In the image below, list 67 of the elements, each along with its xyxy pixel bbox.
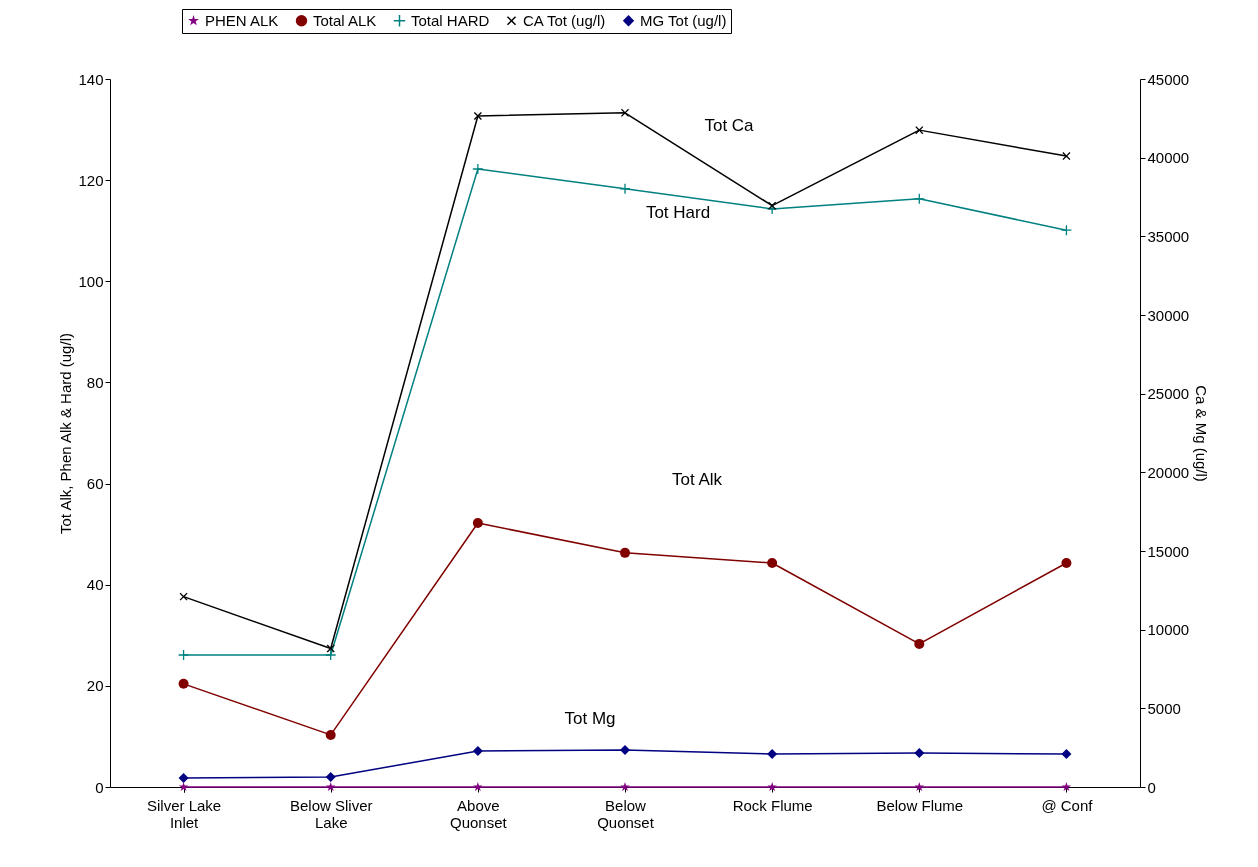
- annotation: Tot Mg: [564, 709, 616, 728]
- point: [767, 748, 778, 759]
- point: [473, 111, 482, 120]
- point: [1061, 782, 1072, 792]
- point: [620, 547, 630, 558]
- point: [178, 773, 189, 784]
- legend-label: Total HARD: [411, 11, 490, 29]
- y2-tick-label: 30000: [1147, 306, 1190, 324]
- point: [620, 183, 630, 194]
- point: [620, 745, 630, 756]
- point: [767, 557, 778, 568]
- y-tick-label: 60: [86, 475, 104, 493]
- y2-tick-label: 25000: [1147, 385, 1190, 403]
- y-tick-label: 20: [86, 677, 104, 695]
- point: [325, 650, 336, 661]
- annotation: Tot Hard: [645, 203, 711, 222]
- x-tick-label: @ Conf: [1041, 796, 1094, 814]
- point: [914, 638, 925, 649]
- y-tick-label: 100: [78, 272, 104, 290]
- y2-tick-label: 45000: [1147, 70, 1190, 88]
- point: [326, 644, 335, 653]
- point: [178, 678, 189, 689]
- y2-tick-label: 5000: [1147, 699, 1181, 717]
- point: [472, 745, 483, 756]
- y-tick-label: 140: [78, 70, 104, 88]
- y-axis-title: Tot Alk, Phen Alk & Hard (ug/l): [57, 333, 75, 534]
- point: [621, 108, 629, 117]
- point: [472, 518, 483, 529]
- x-tick-label: Silver Lake Inlet: [146, 796, 222, 831]
- y-tick-label: 40: [86, 576, 104, 594]
- point: [325, 729, 336, 740]
- y-tick-label: 0: [95, 778, 104, 796]
- point: [620, 782, 630, 792]
- y2-tick-label: 15000: [1147, 542, 1190, 560]
- point: [767, 782, 777, 792]
- y2-axis-title: Ca & Mg (ug/l): [1193, 385, 1211, 482]
- y2-tick-label: 10000: [1147, 621, 1190, 639]
- point: [473, 782, 483, 792]
- point: [1061, 748, 1072, 759]
- x-tick-label: Below Quonset: [597, 796, 655, 831]
- x-tick-label: Rock Flume: [732, 796, 813, 814]
- annotation: Tot Ca: [704, 116, 755, 135]
- legend-label: MG Tot (ug/l): [640, 11, 727, 29]
- y-tick-label: 120: [78, 171, 104, 189]
- point: [914, 782, 925, 792]
- y2-tick-label: 20000: [1147, 463, 1190, 481]
- y2-tick-label: 35000: [1147, 227, 1190, 245]
- point: [1062, 152, 1071, 161]
- point: [472, 164, 483, 175]
- legend-label: PHEN ALK: [205, 11, 279, 29]
- y2-tick-label: 40000: [1147, 149, 1190, 167]
- y2-tick-label: 0: [1147, 778, 1156, 796]
- point: [178, 650, 189, 661]
- x-tick-label: Below Sliver Lake: [289, 796, 373, 831]
- x-tick-label: Above Quonset: [450, 796, 508, 831]
- point: [914, 193, 925, 204]
- point: [914, 748, 925, 759]
- point: [915, 126, 924, 135]
- point: [325, 772, 336, 783]
- legend-label: CA Tot (ug/l): [523, 11, 606, 29]
- point: [1061, 557, 1072, 568]
- y-tick-label: 80: [86, 373, 104, 391]
- legend-label: Total ALK: [313, 11, 377, 29]
- annotation: Tot Alk: [671, 470, 723, 489]
- x-tick-label: Below Flume: [876, 796, 964, 814]
- point: [325, 782, 336, 792]
- point: [178, 782, 189, 792]
